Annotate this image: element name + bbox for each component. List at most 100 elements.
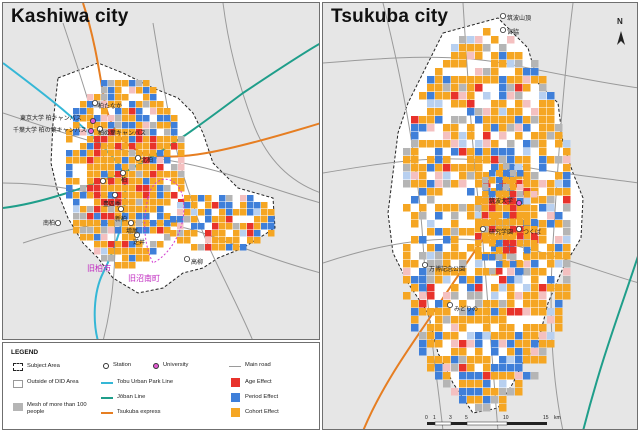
mesh-cell (459, 180, 467, 188)
joban-swatch (101, 397, 113, 399)
mesh-cell (491, 68, 499, 76)
mesh-cell (443, 228, 451, 236)
mesh-cell (411, 156, 419, 164)
mesh-cell (523, 148, 531, 156)
mesh-cell (101, 220, 108, 227)
mesh-cell (507, 340, 515, 348)
mesh-cell (191, 230, 198, 237)
mesh-cell (496, 219, 503, 226)
mesh-cell (539, 308, 547, 316)
mesh-cell (411, 284, 419, 292)
mesh-cell (547, 284, 555, 292)
mesh-cell (523, 172, 531, 180)
mesh-cell (101, 185, 108, 192)
mesh-cell (517, 240, 524, 247)
mesh-cell (467, 124, 475, 132)
mesh-cell (73, 213, 80, 220)
mesh-cell (411, 212, 419, 220)
mesh-cell (80, 220, 87, 227)
mesh-cell (171, 171, 178, 178)
mesh-cell (459, 268, 467, 276)
mesh-cell (136, 150, 143, 157)
mesh-cell (178, 143, 185, 150)
mesh-cell (539, 156, 547, 164)
mesh-cell (157, 213, 164, 220)
mesh-cell (531, 324, 539, 332)
mesh-cell (491, 52, 499, 60)
mesh-cell (507, 52, 515, 60)
mesh-cell (515, 348, 523, 356)
mesh-cell (483, 124, 491, 132)
mesh-cell (122, 199, 129, 206)
legend-tobu: Tobu Urban Park Line (117, 379, 174, 385)
mesh-cell (475, 219, 482, 226)
main-road-swatch (229, 366, 241, 367)
mesh-cell (467, 228, 475, 236)
mesh-cell (122, 157, 129, 164)
mesh-cell (115, 248, 122, 255)
mesh-cell (531, 340, 539, 348)
mesh-cell (164, 220, 171, 227)
mesh-cell (531, 233, 538, 240)
tsukuba-title: Tsukuba city (331, 6, 449, 27)
mesh-cell (499, 92, 507, 100)
mesh-cell (515, 108, 523, 116)
mesh-cell (483, 404, 491, 412)
mesh-cell (108, 171, 115, 178)
mesh-cell (94, 136, 101, 143)
mesh-cell (539, 124, 547, 132)
mesh-cell (129, 157, 136, 164)
mesh-cell (435, 68, 443, 76)
mesh-cell (491, 140, 499, 148)
mesh-cell (531, 356, 539, 364)
mesh-cell (443, 380, 451, 388)
mesh-cell (136, 185, 143, 192)
tsukuba-map-canvas (323, 3, 637, 429)
mesh-cell (115, 136, 122, 143)
mesh-cell (129, 150, 136, 157)
mesh-cell (510, 205, 517, 212)
mesh-cell (531, 180, 539, 188)
mesh-cell (87, 178, 94, 185)
legend-panel: LEGEND Subject Area Outside of DID Area … (2, 342, 320, 430)
mesh-cell (411, 324, 419, 332)
mesh-cell (459, 36, 467, 44)
mesh-cell (205, 237, 212, 244)
mesh-cell (563, 156, 571, 164)
mesh-cell (507, 356, 515, 364)
mesh-cell (129, 143, 136, 150)
mesh-cell (136, 164, 143, 171)
mesh-cell (198, 223, 205, 230)
mesh-cell (171, 115, 178, 122)
mesh-cell (443, 308, 451, 316)
mesh-cell (459, 52, 467, 60)
legend-mesh: Mesh of more than 100 people (27, 402, 87, 415)
mesh-cell (451, 252, 459, 260)
mesh-cell (499, 324, 507, 332)
mesh-cell (451, 244, 459, 252)
mesh-cell (451, 324, 459, 332)
mesh-cell (467, 212, 475, 220)
mesh-cell (555, 252, 563, 260)
mesh-cell (496, 240, 503, 247)
scale-tick-15: 15 (543, 415, 549, 421)
mesh-cell (94, 199, 101, 206)
mesh-cell (171, 122, 178, 129)
mesh-cell (435, 84, 443, 92)
mesh-cell (483, 68, 491, 76)
mesh-cell (191, 209, 198, 216)
mesh-cell (164, 129, 171, 136)
mesh-cell (515, 156, 523, 164)
mesh-cell (539, 356, 547, 364)
mesh-cell (254, 202, 261, 209)
mesh-cell (475, 36, 483, 44)
mesh-cell (451, 204, 459, 212)
mesh-cell (101, 80, 108, 87)
mesh-cell (419, 212, 427, 220)
mesh-cell (467, 52, 475, 60)
mesh-cell (547, 332, 555, 340)
mesh-cell (94, 248, 101, 255)
scale-bar (427, 421, 547, 426)
mesh-cell (531, 68, 539, 76)
mesh-cell (475, 156, 483, 164)
